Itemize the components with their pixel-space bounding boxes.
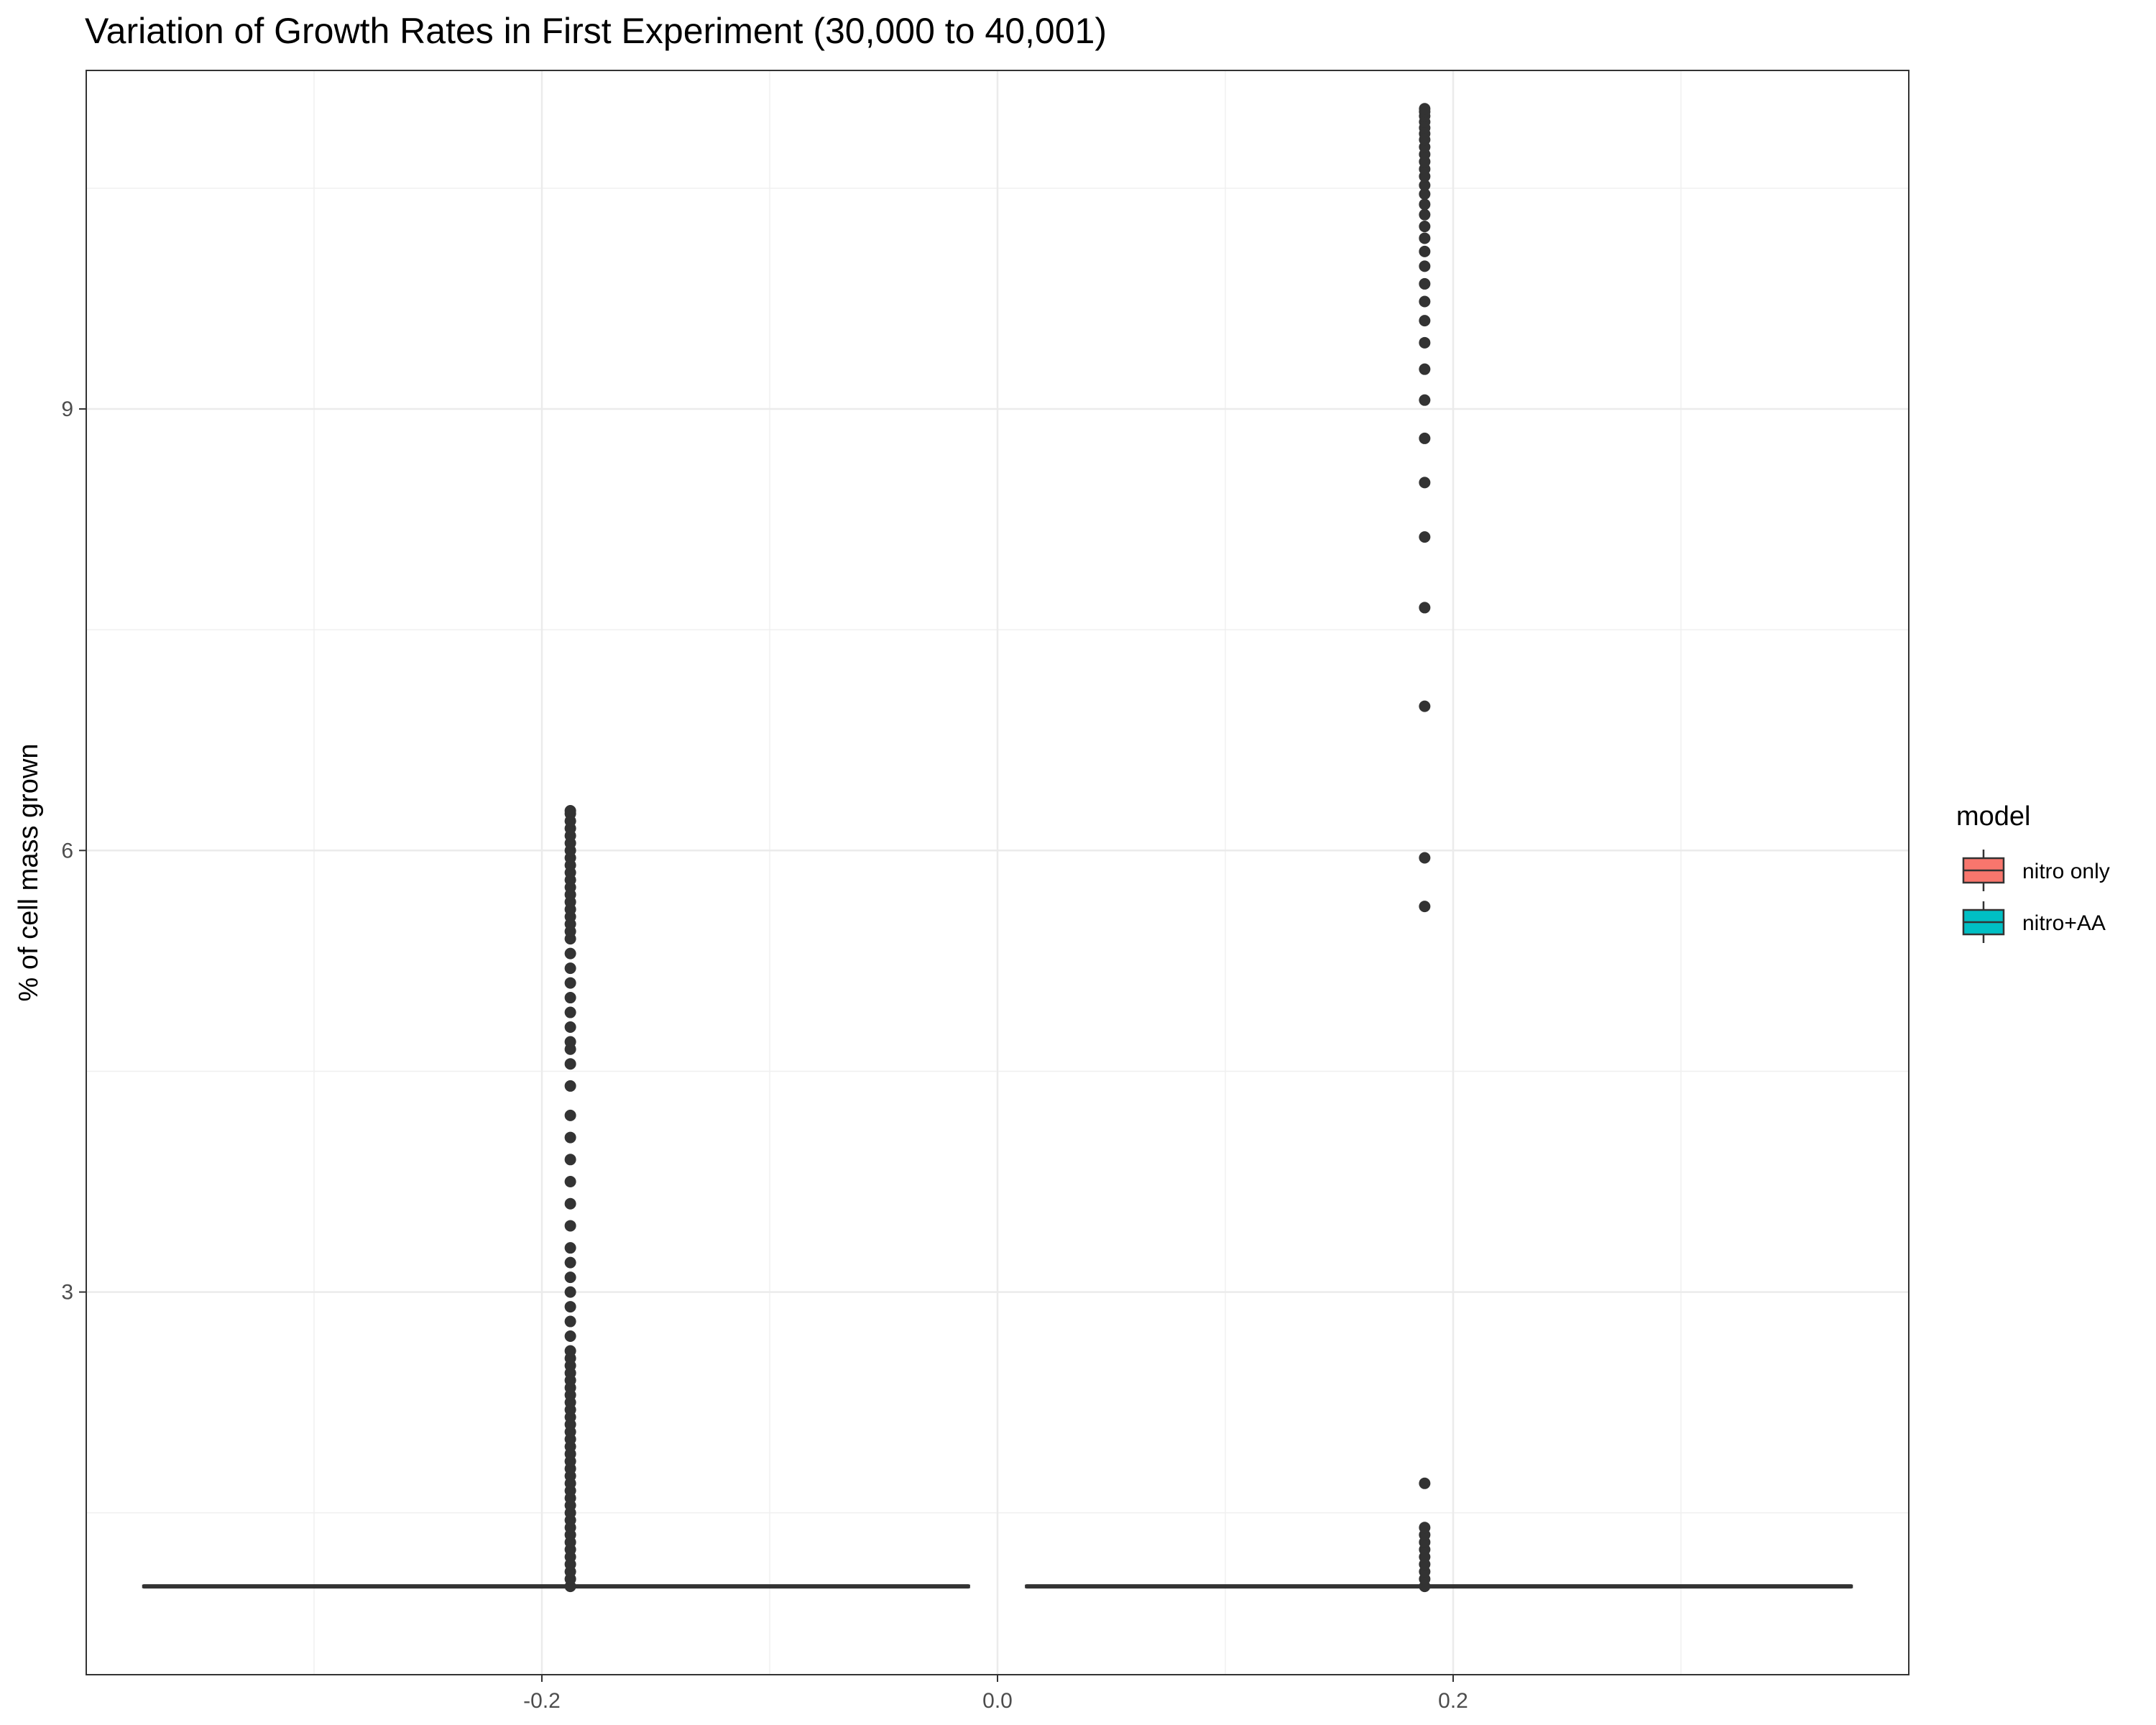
legend-title: model bbox=[1956, 801, 2031, 832]
outlier-point bbox=[1419, 198, 1431, 211]
x-tick-label: -0.2 bbox=[523, 1689, 561, 1713]
outlier-point bbox=[1419, 277, 1431, 290]
outlier-point bbox=[1419, 179, 1431, 191]
y-tick-label: 9 bbox=[61, 397, 73, 421]
legend: model nitro only nitro+AA bbox=[1956, 801, 2110, 943]
outlier-point bbox=[1419, 336, 1431, 349]
outlier-point bbox=[564, 977, 576, 989]
outlier-point bbox=[564, 1330, 576, 1343]
x-tick-label: 0.0 bbox=[982, 1689, 1013, 1713]
outlier-point bbox=[564, 1154, 576, 1166]
outlier-point bbox=[1419, 852, 1431, 864]
outlier-point bbox=[564, 1286, 576, 1298]
outlier-point bbox=[1419, 1477, 1431, 1489]
chart-title: Variation of Growth Rates in First Exper… bbox=[85, 11, 1107, 51]
outlier-point bbox=[564, 1301, 576, 1313]
outlier-point bbox=[1419, 221, 1431, 233]
outlier-point bbox=[564, 1242, 576, 1254]
grid-major-lines bbox=[86, 70, 1909, 1675]
outlier-point bbox=[1419, 188, 1431, 201]
outlier-point bbox=[564, 804, 576, 816]
outlier-point bbox=[564, 992, 576, 1004]
y-tick-label: 6 bbox=[61, 839, 73, 862]
outlier-point bbox=[1419, 363, 1431, 375]
outlier-point bbox=[1419, 901, 1431, 913]
outlier-point bbox=[564, 1315, 576, 1328]
outlier-point bbox=[564, 1220, 576, 1232]
outlier-point bbox=[564, 947, 576, 960]
x-axis: -0.2 0.0 0.2 bbox=[523, 1675, 1468, 1713]
outlier-point bbox=[1419, 232, 1431, 244]
outlier-point bbox=[1419, 394, 1431, 406]
outlier-point bbox=[564, 1109, 576, 1121]
outlier-point bbox=[1419, 295, 1431, 308]
outlier-point bbox=[564, 1271, 576, 1284]
outlier-point bbox=[1419, 602, 1431, 614]
box-layer bbox=[142, 1584, 1853, 1589]
y-axis: 3 6 9 bbox=[61, 397, 86, 1305]
outlier-point bbox=[564, 962, 576, 975]
outlier-point bbox=[564, 1006, 576, 1018]
outlier-point bbox=[1419, 531, 1431, 543]
outlier-point bbox=[564, 1021, 576, 1034]
outlier-point bbox=[1419, 245, 1431, 257]
legend-label: nitro+AA bbox=[2022, 911, 2106, 935]
outlier-point bbox=[1419, 315, 1431, 327]
outlier-points bbox=[564, 103, 1431, 1593]
outlier-point bbox=[564, 1176, 576, 1188]
outlier-point bbox=[1419, 432, 1431, 444]
outlier-point bbox=[1419, 208, 1431, 221]
x-tick-label: 0.2 bbox=[1438, 1689, 1468, 1713]
outlier-point bbox=[1419, 1522, 1431, 1534]
outlier-point bbox=[564, 1036, 576, 1048]
outlier-point bbox=[564, 1345, 576, 1357]
outlier-point bbox=[564, 1197, 576, 1210]
outlier-point bbox=[1419, 700, 1431, 712]
legend-label: nitro only bbox=[2022, 860, 2110, 883]
y-axis-title: % of cell mass grown bbox=[14, 743, 44, 1001]
outlier-point bbox=[564, 1131, 576, 1144]
outlier-point bbox=[564, 1080, 576, 1092]
outlier-point bbox=[1419, 260, 1431, 272]
y-tick-label: 3 bbox=[61, 1281, 73, 1305]
outlier-point bbox=[564, 1058, 576, 1070]
outlier-point bbox=[564, 1256, 576, 1269]
outlier-point bbox=[1419, 103, 1431, 115]
outlier-point bbox=[1419, 477, 1431, 489]
